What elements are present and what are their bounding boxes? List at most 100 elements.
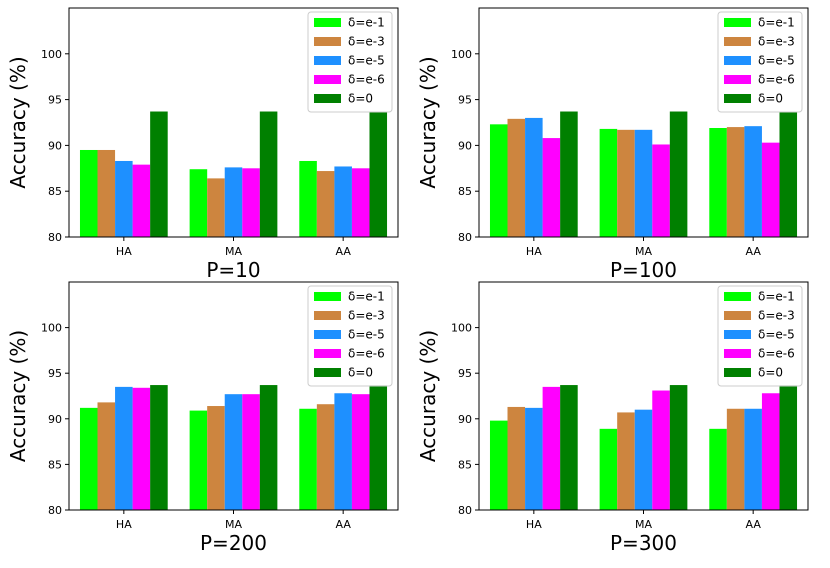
bar-aa-series-5: [779, 385, 798, 510]
x-tick-label: AA: [335, 245, 351, 258]
bar-ha-series-1: [79, 149, 98, 237]
bar-aa-series-5: [779, 111, 798, 237]
bar-aa-series-2: [726, 127, 745, 237]
y-tick-label: 80: [48, 504, 62, 517]
bar-ha-series-4: [542, 386, 561, 510]
y-tick-label: 95: [48, 367, 62, 380]
x-tick-label: HA: [116, 518, 132, 531]
bar-ha-series-4: [132, 164, 151, 237]
legend-label: δ=e-1: [758, 16, 795, 30]
legend-label: δ=e-5: [758, 54, 795, 68]
bar-aa-series-4: [351, 168, 370, 237]
bar-ma-series-4: [242, 168, 260, 237]
legend-label: δ=e-6: [758, 347, 795, 361]
bar-ma-series-5: [259, 111, 278, 237]
bar-ha-series-1: [489, 124, 508, 237]
legend-swatch: [314, 368, 341, 377]
legend-swatch: [724, 330, 751, 339]
bar-ha-series-2: [97, 402, 116, 510]
bar-aa-series-1: [299, 160, 317, 237]
bar-ha-series-5: [150, 111, 168, 237]
y-tick-label: 100: [41, 48, 62, 61]
legend-label: δ=e-1: [348, 16, 385, 30]
y-axis-label: Accuracy (%): [416, 330, 440, 462]
y-tick-label: 90: [48, 413, 62, 426]
bar-aa-series-3: [744, 408, 762, 510]
legend-label: δ=e-5: [758, 328, 795, 342]
x-tick-label: MA: [225, 245, 242, 258]
legend-swatch: [724, 94, 751, 103]
legend-swatch: [724, 56, 751, 65]
bar-ha-series-2: [507, 118, 526, 237]
bar-aa-series-1: [709, 428, 727, 510]
x-tick-label: MA: [635, 518, 652, 531]
y-tick-label: 100: [451, 322, 472, 335]
bar-ma-series-2: [617, 412, 635, 510]
bar-ha-series-1: [79, 407, 98, 510]
legend: δ=e-1 δ=e-3 δ=e-5 δ=e-6 δ=0: [307, 285, 393, 387]
legend-swatch: [724, 292, 751, 301]
legend-swatch: [314, 349, 341, 358]
legend: δ=e-1 δ=e-3 δ=e-5 δ=e-6 δ=0: [307, 11, 393, 113]
bar-aa-series-1: [709, 128, 727, 237]
bar-ha-series-3: [525, 407, 543, 510]
x-tick-label: HA: [526, 245, 542, 258]
bar-ma-series-5: [669, 385, 688, 510]
legend-swatch: [314, 37, 341, 46]
y-tick-label: 100: [41, 322, 62, 335]
x-tick-label: AA: [745, 518, 761, 531]
y-tick-label: 95: [458, 94, 472, 107]
legend-label: δ=e-3: [758, 35, 795, 49]
legend-label: δ=e-6: [758, 73, 795, 87]
bar-aa-series-2: [726, 408, 745, 510]
bar-ma-series-3: [634, 409, 653, 510]
y-tick-label: 90: [48, 139, 62, 152]
legend-swatch: [724, 349, 751, 358]
x-axis-label: P=10: [206, 258, 260, 282]
x-axis-label: P=200: [200, 531, 267, 555]
legend-swatch: [314, 330, 341, 339]
bar-ma-series-1: [189, 169, 208, 237]
bar-ma-series-1: [189, 410, 208, 510]
legend-label: δ=0: [348, 366, 373, 380]
legend-label: δ=e-5: [348, 328, 385, 342]
legend-swatch: [724, 368, 751, 377]
y-tick-label: 85: [458, 185, 472, 198]
bar-ma-series-3: [224, 394, 243, 510]
legend-label: δ=0: [758, 366, 783, 380]
bar-ha-series-3: [115, 160, 133, 237]
bar-ha-series-2: [507, 406, 526, 510]
bar-ha-series-1: [489, 420, 508, 510]
legend-label: δ=e-3: [758, 309, 795, 323]
bar-aa-series-5: [369, 385, 388, 510]
legend-swatch: [314, 75, 341, 84]
y-tick-label: 85: [48, 185, 62, 198]
y-axis-label: Accuracy (%): [6, 330, 30, 462]
legend: δ=e-1 δ=e-3 δ=e-5 δ=e-6 δ=0: [717, 11, 803, 113]
bar-aa-series-1: [299, 408, 317, 510]
bar-ma-series-4: [652, 144, 670, 237]
legend-label: δ=e-1: [348, 290, 385, 304]
bar-ma-series-4: [652, 390, 670, 510]
bar-aa-series-3: [334, 393, 352, 510]
bar-aa-series-3: [334, 166, 352, 237]
y-tick-label: 80: [48, 231, 62, 244]
legend-swatch: [724, 75, 751, 84]
legend-label: δ=0: [348, 92, 373, 106]
bar-ha-series-5: [560, 111, 578, 237]
bar-ha-series-5: [150, 385, 168, 510]
legend-swatch: [314, 292, 341, 301]
legend-swatch: [724, 37, 751, 46]
x-tick-label: HA: [526, 518, 542, 531]
y-tick-label: 100: [451, 48, 472, 61]
legend-swatch: [314, 311, 341, 320]
bar-ma-series-5: [669, 111, 688, 237]
y-axis-label: Accuracy (%): [416, 56, 440, 188]
y-tick-label: 95: [48, 94, 62, 107]
legend-label: δ=e-6: [348, 347, 385, 361]
x-axis-label: P=100: [610, 258, 677, 282]
bar-aa-series-3: [744, 126, 762, 237]
